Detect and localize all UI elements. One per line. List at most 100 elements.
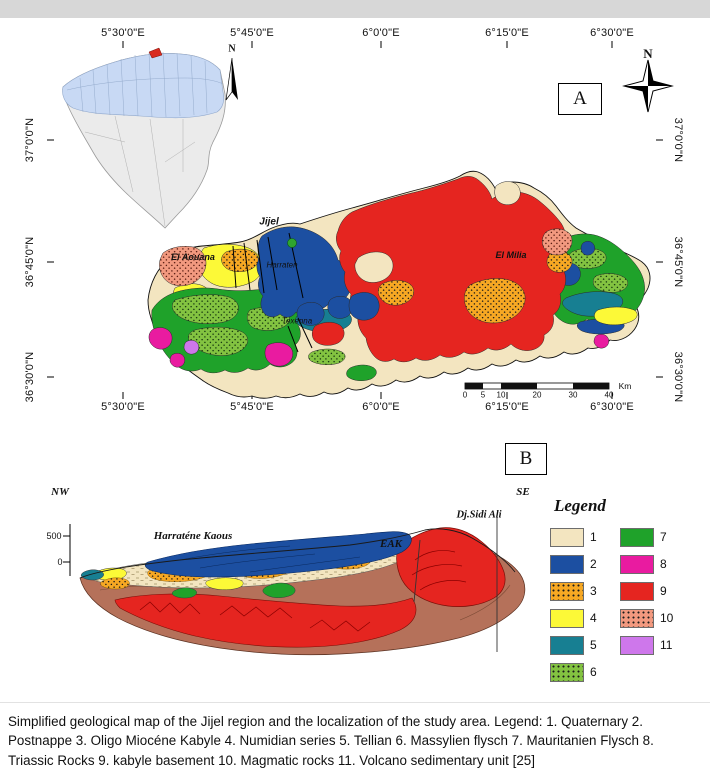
legend-swatch-10: [620, 609, 654, 628]
region-massylien: [172, 248, 629, 365]
region-postnappe: [348, 292, 380, 321]
inset-north-label: N: [228, 43, 236, 55]
place-label-el-aouana: El Aouana: [171, 252, 215, 262]
fault-lines: [232, 232, 313, 353]
panel-a-label: A: [558, 83, 602, 115]
section-fault-lines: [413, 516, 498, 652]
section-nw-label: NW: [51, 486, 69, 498]
legend-title: Legend: [554, 496, 606, 515]
legend: Legend 1 2 3 4 5 6 7 8 9 10 11: [546, 494, 708, 692]
lon-label-top-0: 5°30'0"E: [101, 27, 145, 39]
region-numidian: [594, 306, 638, 326]
compass-icon: [622, 59, 674, 113]
page-top-bar: [0, 0, 710, 18]
section-red-folds: [411, 550, 467, 591]
panel-a-letter: A: [573, 88, 587, 109]
study-area-marker: [148, 47, 163, 59]
legend-swatch-5: [550, 636, 584, 655]
legend-num-8: 8: [660, 557, 667, 571]
legend-swatch-1: [550, 528, 584, 547]
province-borders: [66, 51, 224, 118]
panel-b-letter: B: [519, 448, 533, 469]
region-magmatic: [159, 246, 207, 287]
section-kabyle-basement: [114, 593, 417, 648]
jijel-marker-dot: [287, 238, 297, 248]
place-label-harraten: Harraten: [266, 260, 298, 270]
place-label-texenna: Texenna: [281, 316, 313, 326]
cross-section-body: [63, 516, 526, 656]
legend-swatch-9: [620, 582, 654, 601]
graticule-ticks: [47, 41, 663, 399]
compass-north-label: N: [643, 46, 653, 61]
algeria-north-provinces: [62, 53, 225, 119]
section-fold-chevrons: [139, 601, 371, 632]
section-label-eak: EAK: [379, 538, 403, 550]
section-surface-line: [79, 528, 516, 579]
region-oligo-miocene: [221, 248, 573, 324]
lon-label-top-2: 6°0'0"E: [362, 27, 400, 39]
legend-num-4: 4: [590, 611, 597, 625]
section-tellian: [80, 569, 104, 581]
section-blue-folds: [179, 545, 361, 573]
scale-bar: [464, 382, 610, 390]
legend-swatch-6: [550, 663, 584, 682]
panel-b-label: B: [505, 443, 547, 475]
region-quaternary: [354, 251, 394, 283]
legend-num-7: 7: [660, 530, 667, 544]
scale-tick-2: 10: [496, 390, 506, 400]
region-mauritanien: [346, 364, 377, 381]
section-mauritanien: [171, 587, 197, 599]
legend-num-3: 3: [590, 584, 597, 598]
legend-num-2: 2: [590, 557, 597, 571]
region-kabyle-basement: [311, 322, 345, 346]
south-province-borders: [84, 115, 196, 227]
lat-label-left-1: 36°45'0"N: [24, 236, 36, 288]
lat-label-right-2: 36°30'0"N: [672, 351, 684, 403]
legend-swatch-2: [550, 555, 584, 574]
section-label-harratene-kaous: Harraténe Kaous: [153, 530, 233, 542]
geological-map-panel: [47, 41, 674, 399]
elevation-label-500: 500: [46, 531, 62, 541]
section-kabyle-basement: [396, 527, 506, 607]
scale-tick-0: 0: [462, 390, 468, 400]
section-se-label: SE: [516, 486, 530, 498]
elevation-axis: [63, 524, 71, 576]
lat-label-right-1: 36°45'0"N: [672, 236, 684, 288]
region-postnappe: [256, 226, 625, 335]
region-volcano-sedimentary: [183, 340, 200, 355]
region-magmatic: [542, 228, 573, 256]
elevation-label-0: 0: [57, 557, 63, 567]
section-mauritanien: [262, 582, 296, 598]
lon-label-top-4: 6°30'0"E: [590, 27, 634, 39]
lat-label-left-2: 36°30'0"N: [24, 351, 36, 403]
lat-label-right-0: 37°0'0"N: [672, 117, 684, 163]
scale-unit-label: Km: [618, 381, 632, 391]
geologic-map-body: [147, 170, 651, 399]
section-postnappe: [144, 531, 412, 578]
legend-num-9: 9: [660, 584, 667, 598]
place-label-el-milia: El Milia: [495, 250, 527, 260]
inset-map-algeria: [62, 47, 238, 229]
lon-label-bottom-4: 6°30'0"E: [590, 401, 634, 413]
lat-label-left-0: 37°0'0"N: [24, 117, 36, 163]
place-label-jijel: Jijel: [259, 216, 279, 228]
cross-section-panel: [63, 516, 526, 656]
legend-swatch-3: [550, 582, 584, 601]
legend-swatch-8: [620, 555, 654, 574]
inset-north-arrow-icon: [225, 57, 238, 101]
region-quaternary: [494, 181, 521, 205]
legend-swatch-11: [620, 636, 654, 655]
legend-num-6: 6: [590, 665, 597, 679]
lon-label-bottom-1: 5°45'0"E: [230, 401, 274, 413]
legend-num-1: 1: [590, 530, 597, 544]
lon-label-bottom-3: 6°15'0"E: [485, 401, 529, 413]
lon-label-bottom-0: 5°30'0"E: [101, 401, 145, 413]
scale-tick-1: 5: [480, 390, 486, 400]
legend-num-5: 5: [590, 638, 597, 652]
legend-swatch-4: [550, 609, 584, 628]
scale-tick-4: 30: [568, 390, 578, 400]
lon-label-top-1: 5°45'0"E: [230, 27, 274, 39]
scale-tick-3: 20: [532, 390, 542, 400]
section-numidian: [205, 577, 244, 591]
lon-label-top-3: 6°15'0"E: [485, 27, 529, 39]
